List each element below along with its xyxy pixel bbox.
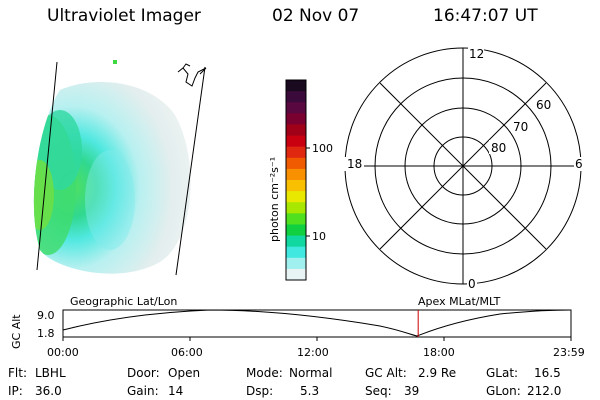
gcalt-value: 2.9 Re [418, 366, 457, 380]
lat-label-60: 60 [536, 98, 551, 112]
mlt-label-6: 6 [575, 157, 583, 171]
colorbar-cell [286, 268, 306, 281]
glon-value: 212.0 [527, 384, 562, 398]
colorbar-cell [286, 124, 306, 137]
mode-label: Mode: [246, 366, 283, 380]
timeline-xtick-1800: 18:00 [423, 346, 455, 359]
timeline-xtick-0600: 06:00 [171, 346, 203, 359]
colorbar: 100 10 photon cm⁻²s⁻¹ [268, 79, 333, 281]
ip-value: 36.0 [35, 384, 62, 398]
timeline-ytick-9: 9.0 [37, 309, 55, 322]
colorbar-cell [286, 213, 306, 225]
colorbar-cell [286, 202, 306, 214]
coastline [177, 63, 207, 87]
longitude-line-left [36, 61, 58, 271]
green-pixel [113, 60, 117, 64]
date-label: 02 Nov 07 [272, 6, 360, 26]
colorbar-cell [286, 91, 306, 103]
colorbar-cell [286, 113, 306, 125]
colorbar-cell [286, 191, 306, 203]
altitude-timeline: GC Alt [10, 309, 572, 349]
gain-value: 14 [168, 384, 184, 398]
colorbar-tick-10: 10 [312, 230, 326, 243]
timeline-left-label: Geographic Lat/Lon [70, 295, 178, 308]
colorbar-cell [286, 180, 306, 192]
gain-label: Gain: [127, 384, 159, 398]
timeline-xtick-2359: 23:59 [553, 346, 585, 359]
filter-value: LBHL [35, 366, 66, 380]
seq-label: Seq: [365, 384, 392, 398]
ip-label: IP: [8, 384, 23, 398]
filter-label: Flt: [8, 366, 27, 380]
timeline-ytick-1-8: 1.8 [37, 327, 55, 340]
colorbar-cell [286, 157, 306, 170]
colorbar-frame [285, 79, 307, 281]
colorbar-cell [286, 80, 306, 92]
colorbar-tick-100: 100 [312, 142, 333, 155]
timeline-xtick-1200: 12:00 [297, 346, 329, 359]
door-value: Open [168, 366, 201, 380]
altitude-curve [62, 309, 572, 337]
dsp-value: 5.3 [300, 384, 320, 398]
colorbar-cell [286, 224, 306, 237]
colorbar-cell [286, 168, 306, 181]
colorbar-cell [286, 135, 306, 148]
colorbar-cell [286, 246, 306, 259]
glon-label: GLon: [486, 384, 521, 398]
mlt-label-18: 18 [347, 157, 362, 171]
colorbar-cell [286, 257, 306, 270]
mode-value: Normal [289, 366, 333, 380]
time-label: 16:47:07 UT [433, 6, 538, 26]
glat-value: 16.5 [534, 366, 561, 380]
polar-plot [344, 47, 582, 285]
lat-label-70: 70 [513, 120, 528, 134]
colorbar-cell [286, 146, 306, 159]
lat-label-80: 80 [491, 141, 506, 155]
longitude-line-right [175, 66, 206, 276]
seq-value: 39 [404, 384, 420, 398]
timeline-right-label: Apex MLat/MLT [418, 295, 501, 308]
timeline-frame [62, 309, 572, 338]
timeline-xtick-0000: 00:00 [47, 346, 79, 359]
timeline-axis-title: GC Alt [10, 314, 23, 349]
colorbar-cell [286, 235, 306, 248]
dsp-label: Dsp: [246, 384, 274, 398]
gcalt-label: GC Alt: [365, 366, 407, 380]
door-label: Door: [127, 366, 160, 380]
mlt-label-12: 12 [469, 47, 484, 61]
colorbar-cell [286, 102, 306, 114]
glat-label: GLat: [486, 366, 519, 380]
colorbar-unit-label: photon cm⁻²s⁻¹ [268, 157, 281, 242]
uv-image-panel [33, 60, 207, 276]
mlt-label-0: 0 [468, 277, 476, 291]
instrument-title: Ultraviolet Imager [47, 6, 201, 26]
polar-diagonal-2 [379, 82, 547, 250]
